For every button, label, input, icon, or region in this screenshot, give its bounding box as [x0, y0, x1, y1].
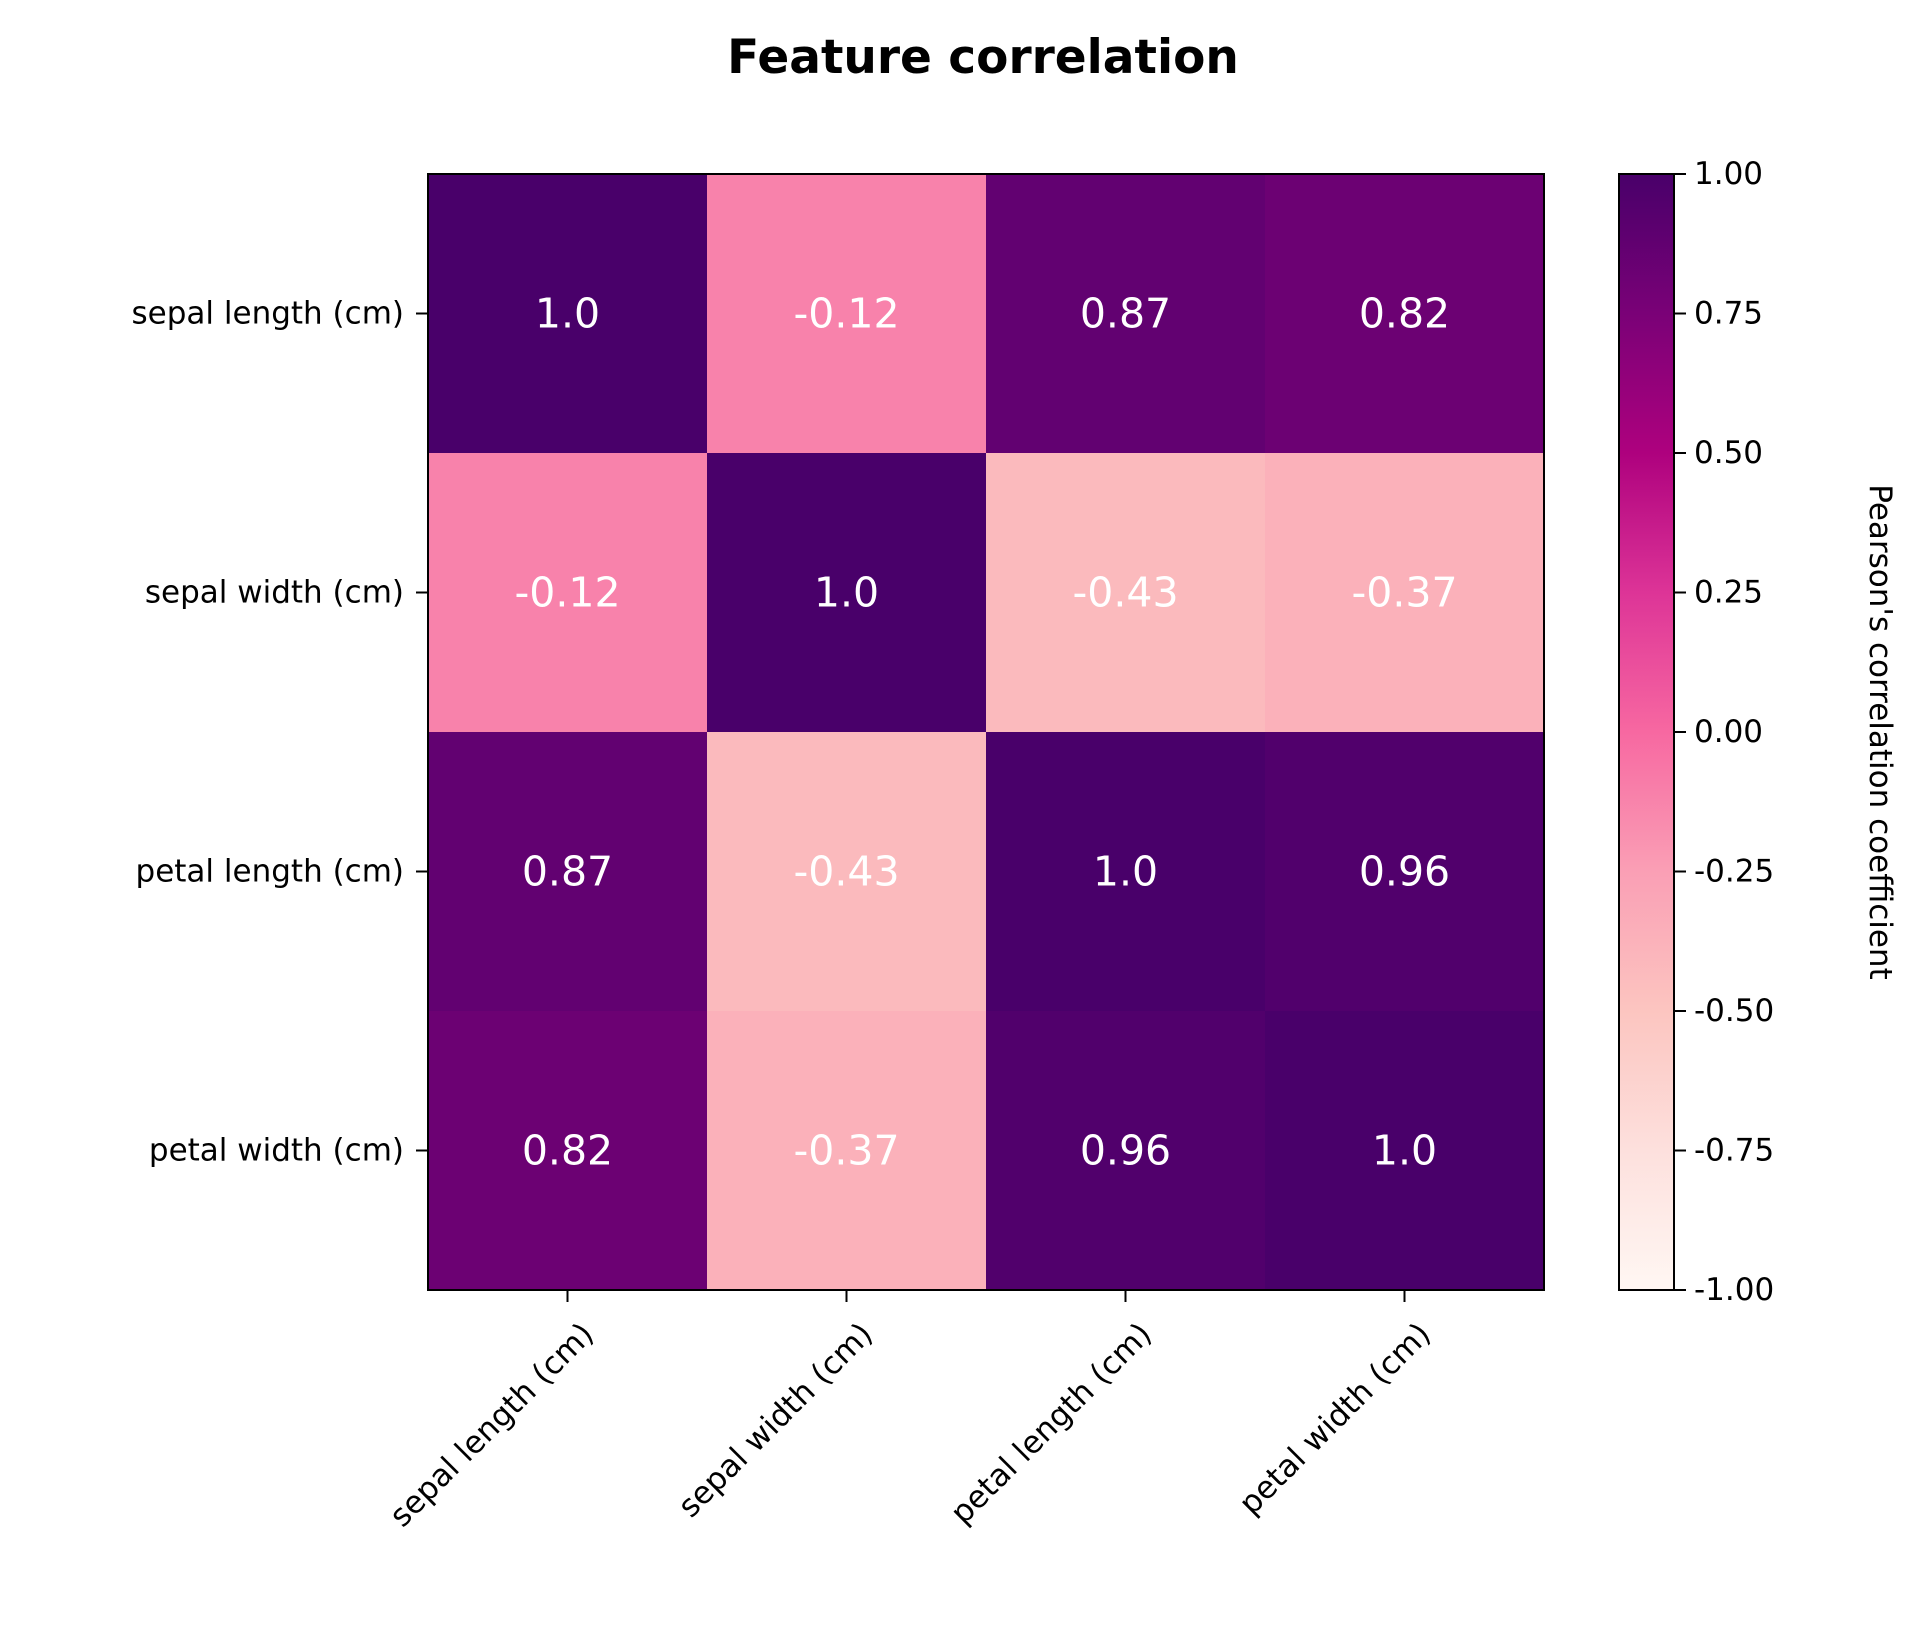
x-axis-ticks: sepal length (cm) sepal width (cm) petal l…: [383, 1290, 1438, 1534]
colorbar-tick-label: 0.00: [1694, 714, 1763, 750]
colorbar-tick-label: 0.75: [1694, 296, 1763, 332]
heatmap-cell: [707, 174, 987, 454]
heatmap-cell: [986, 174, 1266, 454]
cell-value-label: 0.96: [1359, 848, 1450, 896]
cell-value-label: 1.0: [1372, 1127, 1437, 1175]
heatmap-cell: [428, 732, 708, 1012]
y-tick-label: sepal width (cm): [145, 575, 404, 611]
x-tick-label: petal width (cm): [1232, 1316, 1438, 1522]
colorbar-tick-label: -0.75: [1694, 1133, 1774, 1169]
y-tick-label: petal length (cm): [136, 854, 404, 890]
chart-title: Feature correlation: [727, 30, 1239, 85]
y-tick-label: sepal length (cm): [132, 296, 404, 332]
colorbar-tick-label: -1.00: [1694, 1272, 1774, 1308]
colorbar-tick-label: 1.00: [1694, 156, 1763, 192]
colorbar-tick-label: 0.50: [1694, 435, 1763, 471]
x-tick-label: petal length (cm): [944, 1316, 1159, 1531]
heatmap-cell: [428, 174, 708, 454]
cell-value-label: -0.43: [1072, 569, 1178, 617]
colorbar-tick-label: 0.25: [1694, 575, 1763, 611]
cell-value-label: -0.37: [1351, 569, 1457, 617]
heatmap-cell: [1265, 453, 1545, 733]
cell-value-label: -0.37: [793, 1127, 899, 1175]
cell-value-label: 1.0: [535, 290, 600, 338]
heatmap-cell: [1265, 732, 1545, 1012]
heatmap-cell: [707, 453, 987, 733]
heatmap-cells: [428, 174, 1545, 1291]
heatmap-cell: [1265, 1011, 1545, 1291]
cell-value-label: -0.43: [793, 848, 899, 896]
heatmap-cell: [707, 732, 987, 1012]
colorbar: [1618, 173, 1675, 1291]
colorbar-tick-label: -0.50: [1694, 993, 1774, 1029]
y-axis-ticks: sepal length (cm) sepal width (cm) petal l…: [132, 296, 428, 1169]
colorbar-label: Pearson's correlation coefficient: [1862, 484, 1898, 979]
y-tick-label: petal width (cm): [149, 1133, 404, 1169]
cell-value-label: 1.0: [1093, 848, 1158, 896]
heatmap-cell-labels: 1.0 -0.12 0.87 0.82 -0.12 1.0 -0.43 -0.37 0.87 -0…: [514, 290, 1457, 1175]
heatmap-cell: [428, 1011, 708, 1291]
cell-value-label: 0.82: [522, 1127, 613, 1175]
x-tick-label: sepal width (cm): [671, 1316, 880, 1525]
cell-value-label: 0.87: [1080, 290, 1171, 338]
cell-value-label: 0.82: [1359, 290, 1450, 338]
colorbar-tick-label: -0.25: [1694, 854, 1774, 890]
heatmap-cell: [428, 453, 708, 733]
cell-value-label: 0.96: [1080, 1127, 1171, 1175]
x-tick-label: sepal length (cm): [383, 1316, 601, 1534]
cell-value-label: 1.0: [814, 569, 879, 617]
heatmap-cell: [986, 453, 1266, 733]
cell-value-label: -0.12: [514, 569, 620, 617]
colorbar-ticks: -1.00 -0.75 -0.50 -0.25 0.00 0.25 0.50 0.75 1.00: [1674, 156, 1774, 1308]
heatmap-cell: [986, 732, 1266, 1012]
heatmap-cell: [707, 1011, 987, 1291]
plot-frame: [427, 173, 1545, 1291]
heatmap-cell: [986, 1011, 1266, 1291]
heatmap-cell: [1265, 174, 1545, 454]
cell-value-label: 0.87: [522, 848, 613, 896]
cell-value-label: -0.12: [793, 290, 899, 338]
